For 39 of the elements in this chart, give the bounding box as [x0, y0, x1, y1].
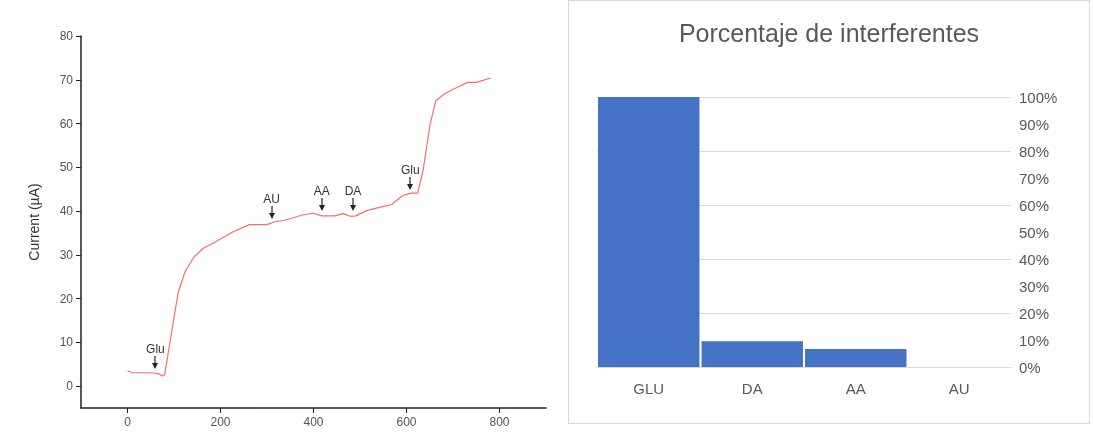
y-tick-label: 60%: [1019, 196, 1050, 214]
y-tick-label: 50%: [1019, 223, 1050, 241]
y-tick-label: 20: [59, 291, 74, 306]
y-tick-label: 90%: [1019, 115, 1050, 133]
y-tick-label: 20%: [1019, 304, 1050, 322]
x-tick-label: DA: [741, 380, 763, 397]
x-tick-label: 800: [489, 415, 510, 429]
bar: [805, 348, 907, 367]
x-tick-label: 400: [303, 415, 324, 429]
y-tick-label: 80: [59, 29, 74, 43]
x-tick-label: AA: [845, 380, 866, 397]
y-tick-label: 100%: [1019, 88, 1058, 106]
y-tick-label: 80%: [1019, 142, 1050, 160]
y-axis-title: Current (µA): [26, 183, 42, 261]
y-tick-label: 70%: [1019, 169, 1050, 187]
y-tick-label: 0%: [1019, 358, 1041, 376]
y-tick-label: 10%: [1019, 331, 1050, 349]
y-tick-label: 30: [59, 247, 74, 262]
y-tick-label: 50: [59, 160, 74, 175]
annotation: AU: [263, 191, 280, 206]
y-tick-label: 40%: [1019, 250, 1050, 268]
x-tick-label: AU: [948, 380, 970, 397]
y-tick-label: 70: [59, 72, 74, 87]
annotation: Glu: [400, 162, 420, 177]
y-tick-label: 40: [59, 204, 74, 219]
bar: [598, 97, 700, 367]
y-tick-label: 60: [59, 116, 74, 131]
x-tick-label: 200: [210, 415, 231, 429]
y-tick-label: 10: [59, 335, 74, 350]
x-tick-label: 600: [396, 415, 417, 429]
x-tick-label: GLU: [633, 380, 665, 397]
chart-title: Porcentaje de interferentes: [678, 18, 980, 47]
bar: [701, 341, 803, 367]
annotation: Glu: [146, 341, 165, 356]
x-tick-label: 0: [124, 415, 132, 429]
annotation: DA: [344, 184, 362, 199]
y-tick-label: 30%: [1019, 277, 1050, 295]
line-series: [126, 77, 492, 377]
annotation: AA: [313, 183, 330, 198]
